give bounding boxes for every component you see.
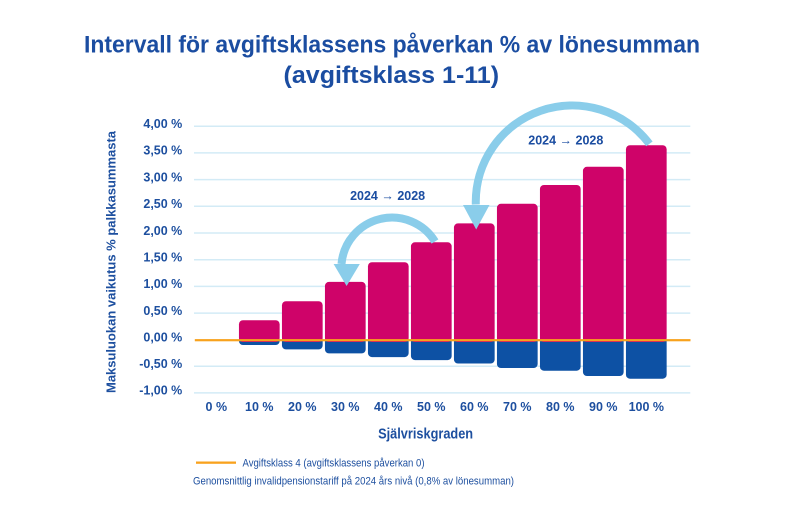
- svg-text:0 %: 0 %: [206, 400, 228, 414]
- svg-text:2024 → 2028: 2024 → 2028: [528, 133, 603, 147]
- svg-text:Genomsnittlig invalidpensionst: Genomsnittlig invalidpensionstariff på 2…: [193, 475, 514, 487]
- svg-text:90 %: 90 %: [589, 400, 618, 414]
- svg-text:4,00 %: 4,00 %: [143, 117, 182, 131]
- svg-text:1,00 %: 1,00 %: [143, 277, 182, 291]
- svg-text:30 %: 30 %: [331, 400, 360, 414]
- svg-text:3,00 %: 3,00 %: [143, 170, 182, 184]
- svg-text:100 %: 100 %: [629, 400, 664, 414]
- svg-text:60 %: 60 %: [460, 400, 489, 414]
- svg-text:Avgiftsklass 4 (avgiftsklassen: Avgiftsklass 4 (avgiftsklassens påverkan…: [243, 457, 425, 469]
- svg-text:50 %: 50 %: [417, 400, 446, 414]
- svg-text:Självriskgraden: Självriskgraden: [378, 426, 473, 443]
- svg-text:70 %: 70 %: [503, 400, 532, 414]
- svg-text:2,50 %: 2,50 %: [143, 197, 182, 211]
- svg-text:-0,50 %: -0,50 %: [139, 357, 182, 371]
- svg-text:80 %: 80 %: [546, 400, 575, 414]
- svg-text:2,00 %: 2,00 %: [143, 224, 182, 238]
- svg-text:1,50 %: 1,50 %: [143, 251, 182, 265]
- svg-text:Maksuluokan vaikutus % palkkas: Maksuluokan vaikutus % palkkasummasta: [105, 130, 119, 393]
- svg-text:0,00 %: 0,00 %: [143, 331, 182, 345]
- svg-text:10 %: 10 %: [245, 400, 274, 414]
- svg-text:40 %: 40 %: [374, 400, 403, 414]
- svg-text:2024 → 2028: 2024 → 2028: [350, 189, 425, 203]
- svg-text:-1,00 %: -1,00 %: [139, 384, 182, 398]
- svg-text:Intervall för avgiftsklassens: Intervall för avgiftsklassens påverkan %…: [84, 32, 700, 59]
- svg-text:3,50 %: 3,50 %: [143, 144, 182, 158]
- svg-text:0,50 %: 0,50 %: [143, 304, 182, 318]
- svg-text:20 %: 20 %: [288, 400, 317, 414]
- svg-text:(avgiftsklass 1-11): (avgiftsklass 1-11): [284, 62, 500, 89]
